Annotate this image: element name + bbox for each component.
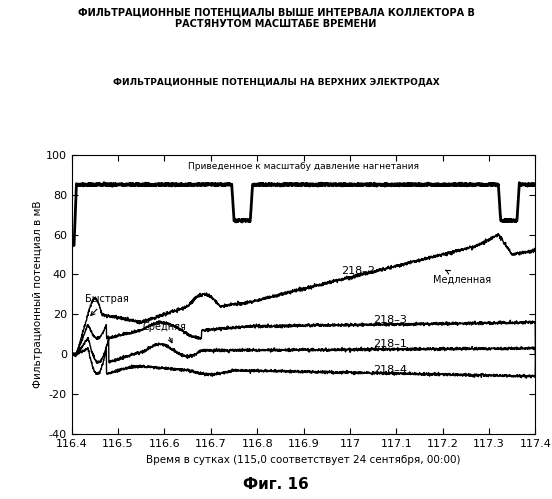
Text: ФИЛЬТРАЦИОННЫЕ ПОТЕНЦИАЛЫ НА ВЕРХНИХ ЭЛЕКТРОДАХ: ФИЛЬТРАЦИОННЫЕ ПОТЕНЦИАЛЫ НА ВЕРХНИХ ЭЛЕ… [113,77,439,86]
X-axis label: Время в сутках (115,0 соответствует 24 сентября, 00:00): Время в сутках (115,0 соответствует 24 с… [146,455,461,465]
Text: 218–1: 218–1 [373,339,407,349]
Text: Быстрая: Быстрая [84,294,129,315]
Text: Медленная: Медленная [433,270,491,284]
Text: Средняя: Средняя [142,322,187,343]
Text: Фиг. 16: Фиг. 16 [243,477,309,492]
Y-axis label: Фильтрационный потенциал в мВ: Фильтрационный потенциал в мВ [33,201,43,388]
Text: Приведенное к масштабу давление нагнетания: Приведенное к масштабу давление нагнетан… [188,162,419,171]
Text: 218–2: 218–2 [341,266,375,276]
Text: ФИЛЬТРАЦИОННЫЕ ПОТЕНЦИАЛЫ ВЫШЕ ИНТЕРВАЛА КОЛЛЕКТОРА В
РАСТЯНУТОМ МАСШТАБЕ ВРЕМЕН: ФИЛЬТРАЦИОННЫЕ ПОТЕНЦИАЛЫ ВЫШЕ ИНТЕРВАЛА… [78,7,474,29]
Text: 218–4: 218–4 [373,365,407,375]
Text: 218–3: 218–3 [373,315,407,325]
